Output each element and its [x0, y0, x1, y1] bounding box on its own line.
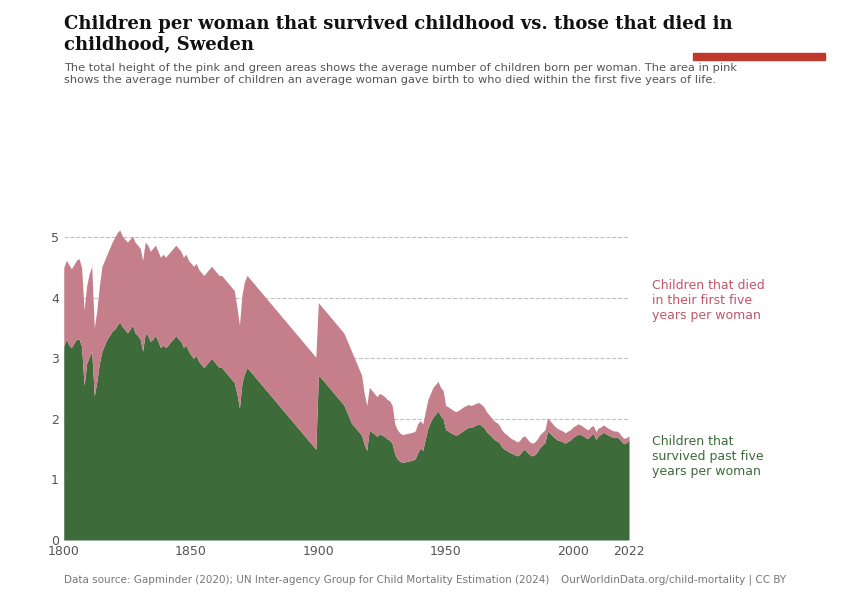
Text: Children that
survived past five
years per woman: Children that survived past five years p…	[652, 435, 763, 478]
Text: Data source: Gapminder (2020); UN Inter-agency Group for Child Mortality Estimat: Data source: Gapminder (2020); UN Inter-…	[64, 575, 549, 585]
Text: OurWorldinData.org/child-mortality | CC BY: OurWorldinData.org/child-mortality | CC …	[561, 575, 786, 585]
Text: childhood, Sweden: childhood, Sweden	[64, 36, 254, 54]
Text: Children that died
in their first five
years per woman: Children that died in their first five y…	[652, 279, 764, 322]
Text: The total height of the pink and green areas shows the average number of childre: The total height of the pink and green a…	[64, 63, 737, 85]
Text: in Data: in Data	[734, 34, 783, 47]
Text: Children per woman that survived childhood vs. those that died in: Children per woman that survived childho…	[64, 15, 733, 33]
Bar	[693, 53, 824, 60]
Text: Our World: Our World	[725, 19, 792, 32]
